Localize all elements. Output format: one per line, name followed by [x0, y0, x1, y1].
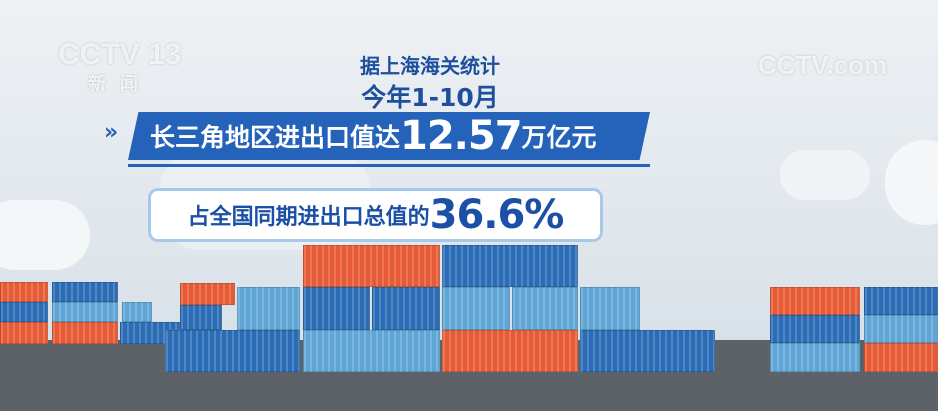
- container: [864, 343, 938, 372]
- container: [580, 330, 715, 372]
- banner-unit: 万亿元: [521, 123, 597, 152]
- cloud: [780, 150, 870, 200]
- container: [580, 287, 640, 330]
- container: [512, 287, 578, 330]
- container: [442, 287, 510, 330]
- cctv13-logo: CCTV 13: [58, 38, 182, 71]
- cctv13-subtitle: 新闻: [88, 74, 152, 94]
- period-text: 今年1-10月: [361, 83, 499, 112]
- container: [770, 343, 860, 372]
- container: [864, 315, 938, 343]
- cloud: [0, 200, 90, 270]
- banner-underline: [128, 164, 650, 167]
- container: [237, 287, 300, 330]
- share-box: 占全国同期进出口总值的 36.6%: [148, 188, 603, 242]
- container: [303, 245, 440, 287]
- container: [122, 302, 152, 322]
- container: [372, 287, 440, 330]
- chevron-icon: ››: [104, 120, 118, 145]
- container: [0, 282, 48, 302]
- container: [52, 282, 118, 302]
- container: [180, 305, 222, 330]
- share-value: 36.6%: [429, 192, 565, 238]
- container: [0, 302, 48, 322]
- container: [442, 330, 578, 372]
- container: [0, 322, 48, 344]
- container: [165, 330, 300, 372]
- headline-banner: 长三角地区进出口值达 12.57 万亿元: [128, 112, 650, 160]
- container: [442, 245, 578, 287]
- share-prefix: 占全国同期进出口总值的: [187, 205, 430, 230]
- container: [52, 322, 118, 344]
- container: [303, 330, 440, 372]
- container: [864, 287, 938, 315]
- banner-prefix: 长三角地区进出口值达: [150, 123, 401, 152]
- container: [770, 287, 860, 315]
- cctv-com-logo: CCTV.com: [758, 50, 888, 80]
- container: [770, 315, 860, 343]
- container: [180, 283, 235, 305]
- source-text: 据上海海关统计: [360, 54, 500, 78]
- container: [52, 302, 118, 322]
- banner-value: 12.57: [400, 113, 523, 159]
- container: [303, 287, 370, 330]
- cloud: [885, 140, 938, 225]
